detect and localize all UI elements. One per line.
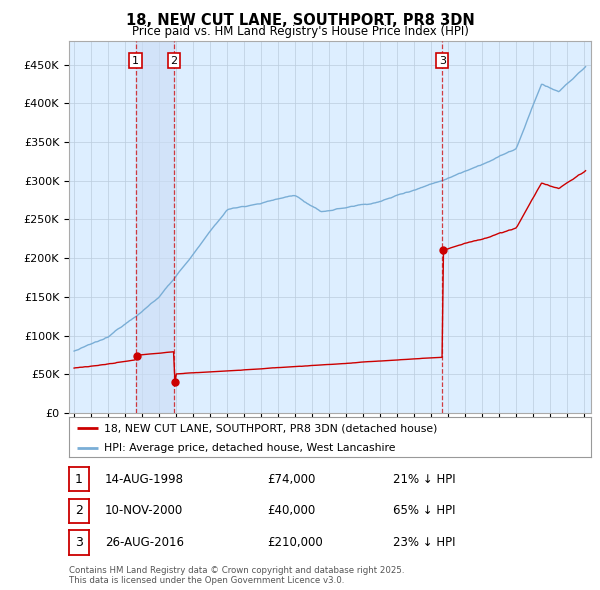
- Text: 2: 2: [170, 55, 178, 65]
- Text: HPI: Average price, detached house, West Lancashire: HPI: Average price, detached house, West…: [104, 444, 396, 454]
- Text: 3: 3: [439, 55, 446, 65]
- Text: 18, NEW CUT LANE, SOUTHPORT, PR8 3DN: 18, NEW CUT LANE, SOUTHPORT, PR8 3DN: [125, 13, 475, 28]
- Text: 21% ↓ HPI: 21% ↓ HPI: [393, 473, 455, 486]
- Text: 10-NOV-2000: 10-NOV-2000: [105, 504, 183, 517]
- Text: 23% ↓ HPI: 23% ↓ HPI: [393, 536, 455, 549]
- Bar: [136, 41, 174, 413]
- Text: £74,000: £74,000: [267, 473, 316, 486]
- Text: Contains HM Land Registry data © Crown copyright and database right 2025.
This d: Contains HM Land Registry data © Crown c…: [69, 566, 404, 585]
- Text: 26-AUG-2016: 26-AUG-2016: [105, 536, 184, 549]
- Text: 3: 3: [75, 536, 83, 549]
- Text: 65% ↓ HPI: 65% ↓ HPI: [393, 504, 455, 517]
- Text: £210,000: £210,000: [267, 536, 323, 549]
- Text: 14-AUG-1998: 14-AUG-1998: [105, 473, 184, 486]
- Text: 1: 1: [132, 55, 139, 65]
- Text: 18, NEW CUT LANE, SOUTHPORT, PR8 3DN (detached house): 18, NEW CUT LANE, SOUTHPORT, PR8 3DN (de…: [104, 424, 438, 434]
- Text: Price paid vs. HM Land Registry's House Price Index (HPI): Price paid vs. HM Land Registry's House …: [131, 25, 469, 38]
- Text: 1: 1: [75, 473, 83, 486]
- Text: £40,000: £40,000: [267, 504, 315, 517]
- Text: 2: 2: [75, 504, 83, 517]
